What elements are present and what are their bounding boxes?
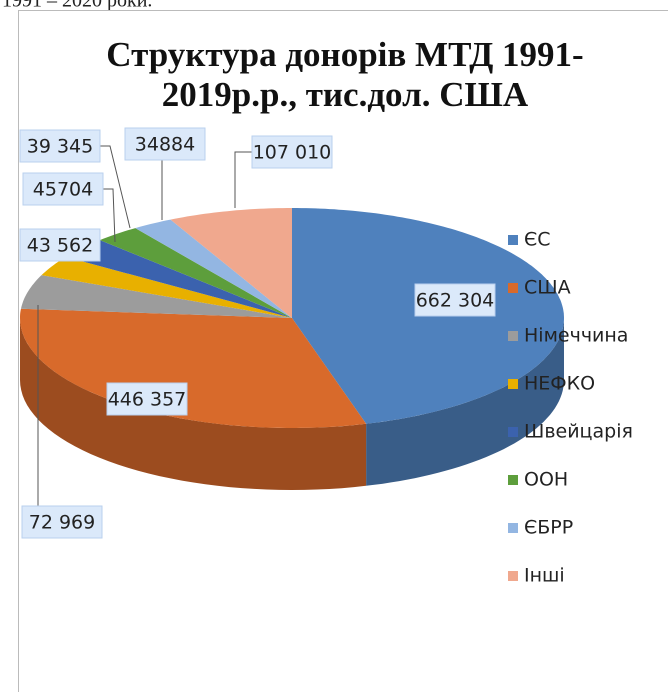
data-label: 34884 (135, 134, 195, 156)
legend-label: Швейцарія (524, 421, 633, 443)
data-label-box (124, 127, 206, 161)
legend-swatch (508, 427, 518, 437)
data-label: 45704 (33, 179, 93, 201)
slice (65, 240, 292, 318)
data-label: 72 969 (29, 512, 95, 534)
slice (170, 208, 292, 318)
leader-line (103, 188, 116, 243)
legend-label: ООН (524, 469, 568, 491)
legend-label: ЄБРР (524, 517, 573, 539)
data-label-box (414, 283, 496, 317)
slice (21, 275, 292, 318)
data-label: 39 345 (27, 136, 93, 158)
data-label-box (106, 382, 188, 416)
data-label-box (19, 228, 101, 262)
data-label-box (19, 129, 101, 163)
slice-side (20, 318, 367, 490)
slice-side (366, 318, 564, 486)
legend-swatch (508, 475, 518, 485)
data-label: 43 562 (27, 235, 93, 257)
legend-label: США (524, 277, 571, 299)
data-label-box (22, 172, 104, 206)
chart-frame (18, 10, 668, 692)
chart-title: Структура донорів МТД 1991-2019р.р., тис… (106, 35, 583, 114)
legend-label: Інші (524, 565, 565, 587)
legend-swatch (508, 379, 518, 389)
legend-swatch (508, 571, 518, 581)
legend-swatch (508, 283, 518, 293)
legend-label: НЕФКО (524, 373, 595, 395)
data-label: 662 304 (416, 290, 495, 312)
data-label: 446 357 (108, 389, 187, 411)
legend-swatch (508, 523, 518, 533)
data-label-box (251, 135, 333, 169)
slice (41, 256, 292, 318)
data-label-box (21, 505, 103, 539)
page-text: 1991 – 2020 роки. (2, 0, 152, 12)
legend-label: Німеччина (524, 325, 628, 347)
legend-swatch (508, 331, 518, 341)
legend-swatch (508, 235, 518, 245)
data-label: 107 010 (253, 142, 332, 164)
legend-label: ЄС (524, 229, 551, 251)
slice (99, 228, 293, 318)
leader-line (100, 145, 131, 229)
slice (135, 219, 292, 318)
